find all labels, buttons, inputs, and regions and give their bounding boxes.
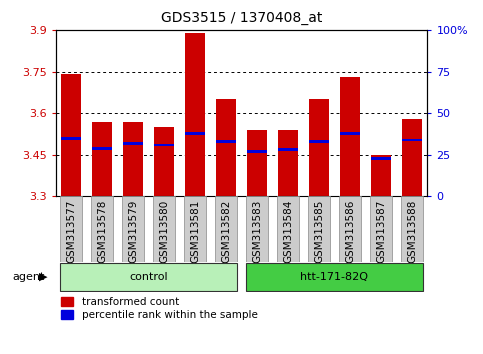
Bar [215,196,237,262]
Text: GSM313583: GSM313583 [252,200,262,263]
Bar [92,147,112,150]
Bar [246,196,268,262]
Bar [216,140,236,143]
Bar [340,132,360,135]
Bar [123,142,143,145]
Bar [184,196,206,262]
Bar [154,127,174,196]
Text: GSM313580: GSM313580 [159,200,169,263]
Text: GSM313585: GSM313585 [314,200,324,263]
Bar [247,130,267,196]
Bar [60,196,82,262]
Bar [339,196,361,262]
Text: control: control [129,272,168,282]
Bar [371,155,391,196]
Bar [278,130,298,196]
Text: GSM313584: GSM313584 [283,200,293,263]
Text: GSM313578: GSM313578 [97,200,107,263]
Bar [247,150,267,153]
Text: GDS3515 / 1370408_at: GDS3515 / 1370408_at [161,11,322,25]
Bar [92,122,112,196]
Text: agent: agent [12,272,44,282]
Bar [340,77,360,196]
Bar [154,143,174,146]
Bar [402,119,422,196]
Text: GSM313588: GSM313588 [407,200,417,263]
Bar [309,140,329,143]
Bar [61,137,81,139]
Bar [153,196,175,262]
Bar [185,132,205,135]
Text: GSM313587: GSM313587 [376,200,386,263]
Text: GSM313586: GSM313586 [345,200,355,263]
Bar [61,74,81,196]
Bar [60,263,237,291]
Bar [402,138,422,141]
Text: GSM313579: GSM313579 [128,200,138,263]
Text: GSM313577: GSM313577 [66,200,76,263]
Bar [122,196,144,262]
Text: htt-171-82Q: htt-171-82Q [300,272,369,282]
Bar [401,196,423,262]
Bar [371,157,391,160]
Bar [91,196,113,262]
Text: ▶: ▶ [39,272,48,282]
Bar [123,122,143,196]
Bar [277,196,299,262]
Bar [309,99,329,196]
Bar [278,148,298,151]
Bar [308,196,330,262]
Bar [216,99,236,196]
Legend: transformed count, percentile rank within the sample: transformed count, percentile rank withi… [61,297,257,320]
Bar [185,33,205,196]
Bar [246,263,423,291]
Text: GSM313582: GSM313582 [221,200,231,263]
Text: GSM313581: GSM313581 [190,200,200,263]
Bar [370,196,392,262]
